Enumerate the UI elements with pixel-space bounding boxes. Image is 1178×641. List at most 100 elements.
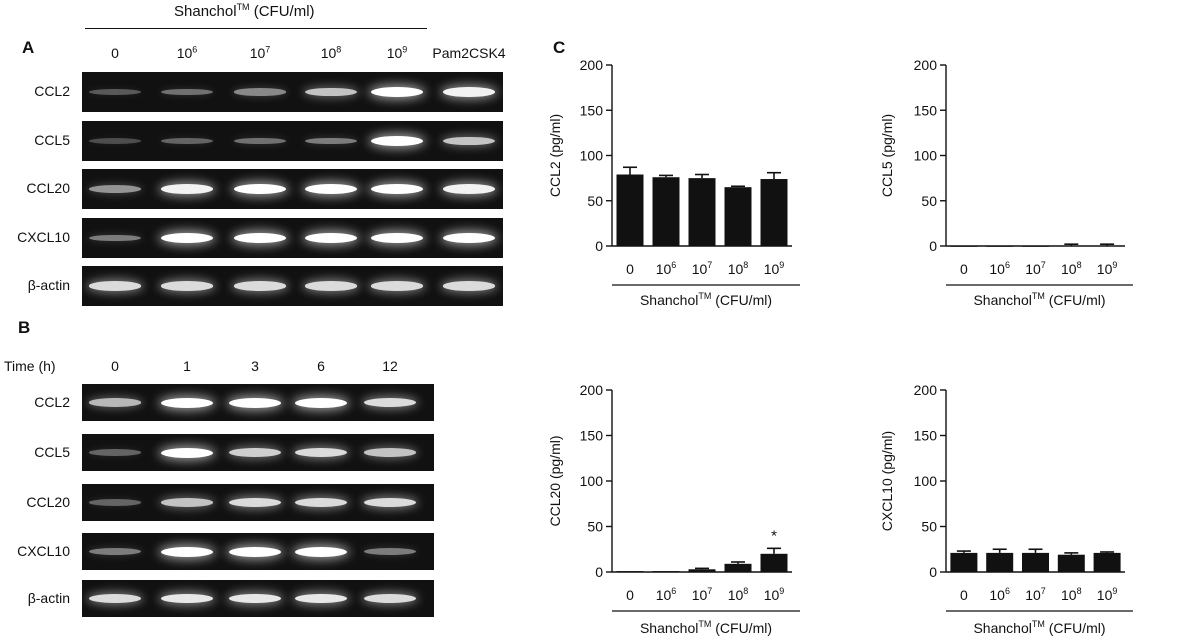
panel_b-lane-label: 6	[317, 358, 325, 374]
panel_a-band	[443, 233, 495, 243]
panel_a-band	[89, 88, 141, 96]
panel_a-band	[443, 184, 495, 194]
x-tick-exp: 7	[1041, 260, 1046, 270]
x-tick-label: 109	[1097, 260, 1118, 277]
panel_a-gel-strip	[82, 218, 503, 258]
panel_a-band	[371, 87, 423, 97]
panel_b-gel-strip	[82, 533, 434, 570]
y-tick-label: 100	[914, 473, 938, 489]
panel_a-gene-label: CCL20	[26, 180, 70, 196]
significance-marker: *	[771, 527, 777, 544]
x-axis-label: ShancholTM (CFU/ml)	[640, 619, 772, 636]
panel_b-band	[295, 397, 347, 408]
x-tick-base: 10	[1061, 261, 1077, 277]
x-tick-label: 109	[764, 260, 785, 277]
y-tick-label: 200	[580, 57, 604, 73]
y-tick-label: 50	[587, 193, 603, 209]
x-label-text: Shanchol	[973, 620, 1031, 636]
panel_b-band	[161, 498, 213, 507]
y-tick-label: 0	[929, 238, 937, 254]
panel_a-gel-strip	[82, 266, 503, 306]
panel_a-band	[89, 138, 141, 144]
lane-base: 10	[386, 45, 403, 61]
panel_a-band	[305, 281, 357, 291]
bar	[688, 569, 716, 572]
y-tick-label: 200	[914, 382, 938, 398]
x-tick-exp: 8	[1077, 586, 1082, 596]
y-tick-label: 100	[914, 148, 938, 164]
y-axis-label: CXCL10 (pg/ml)	[879, 431, 895, 531]
panel_b-band	[295, 447, 347, 458]
x-tick-label: 107	[692, 260, 713, 277]
panel_a-band	[305, 87, 357, 97]
y-tick-label: 50	[921, 193, 937, 209]
panel_b-gel-strip	[82, 434, 434, 471]
panel_a-band	[161, 137, 213, 145]
panel_b-band	[229, 546, 281, 557]
bar	[760, 553, 788, 572]
panel_a-band	[161, 233, 213, 243]
panel_a-band	[234, 137, 286, 145]
x-tick-label: 0	[960, 587, 968, 603]
x-tick-base: 10	[692, 587, 708, 603]
x-tick-exp: 6	[671, 586, 676, 596]
panel_b-gene-label: CCL2	[34, 393, 70, 410]
panel_a-band	[234, 281, 286, 291]
x-tick-label: 107	[692, 586, 713, 603]
panel-a-header: ShancholTM (CFU/ml)	[174, 2, 315, 21]
panel_b-band	[364, 397, 416, 408]
x-tick-base: 10	[1097, 587, 1113, 603]
panel_b-band	[161, 447, 213, 458]
panel_a-band	[161, 281, 213, 291]
lane-base: 0	[111, 45, 119, 61]
y-tick-label: 50	[921, 519, 937, 535]
y-tick-label: 150	[914, 428, 938, 444]
bar	[986, 552, 1014, 572]
y-tick-label: 0	[929, 564, 937, 580]
y-tick-label: 200	[580, 382, 604, 398]
panel_a-band	[371, 184, 423, 194]
x-tick-label: 109	[1097, 586, 1118, 603]
x-tick-exp: 8	[743, 586, 748, 596]
x-tick-exp: 7	[707, 260, 712, 270]
panel_b-band	[229, 397, 281, 408]
y-tick-label: 200	[914, 57, 938, 73]
lane-base: 10	[176, 45, 193, 61]
x-tick-label: 107	[1025, 260, 1046, 277]
panel_a-gel-strip	[82, 169, 503, 209]
x-tick-exp: 7	[1041, 586, 1046, 596]
lane-exp: 8	[336, 44, 342, 55]
x-tick-label: 108	[1061, 260, 1082, 277]
panel_b-band	[364, 548, 416, 555]
panel_a-band	[371, 233, 423, 243]
x-tick-exp: 7	[707, 586, 712, 596]
x-label-unit: (CFU/ml)	[1045, 292, 1106, 308]
x-tick-base: 0	[960, 587, 968, 603]
panel_a-band	[89, 281, 141, 291]
x-tick-base: 0	[960, 261, 968, 277]
panel_a-lane-label: 106	[147, 45, 227, 61]
x-tick-label: 108	[1061, 586, 1082, 603]
bar	[1022, 246, 1049, 247]
x-tick-label: 108	[728, 586, 749, 603]
y-tick-label: 100	[580, 148, 604, 164]
bar	[1093, 552, 1121, 572]
x-tick-exp: 9	[1112, 586, 1117, 596]
x-tick-base: 10	[728, 261, 744, 277]
panel_a-band	[443, 87, 495, 97]
panel_b-band	[295, 593, 347, 604]
y-tick-label: 0	[595, 564, 603, 580]
lane-exp: 6	[192, 44, 198, 55]
x-tick-base: 10	[1097, 261, 1113, 277]
bar	[1057, 554, 1085, 572]
x-tick-base: 10	[1025, 587, 1041, 603]
panel_a-gene-label: CCL2	[34, 83, 70, 99]
bar	[652, 571, 680, 572]
panel_b-band	[161, 546, 213, 557]
x-label-unit: (CFU/ml)	[711, 292, 772, 308]
y-axis-label: CCL2 (pg/ml)	[547, 114, 563, 197]
x-tick-exp: 9	[779, 586, 784, 596]
bar	[688, 178, 716, 246]
